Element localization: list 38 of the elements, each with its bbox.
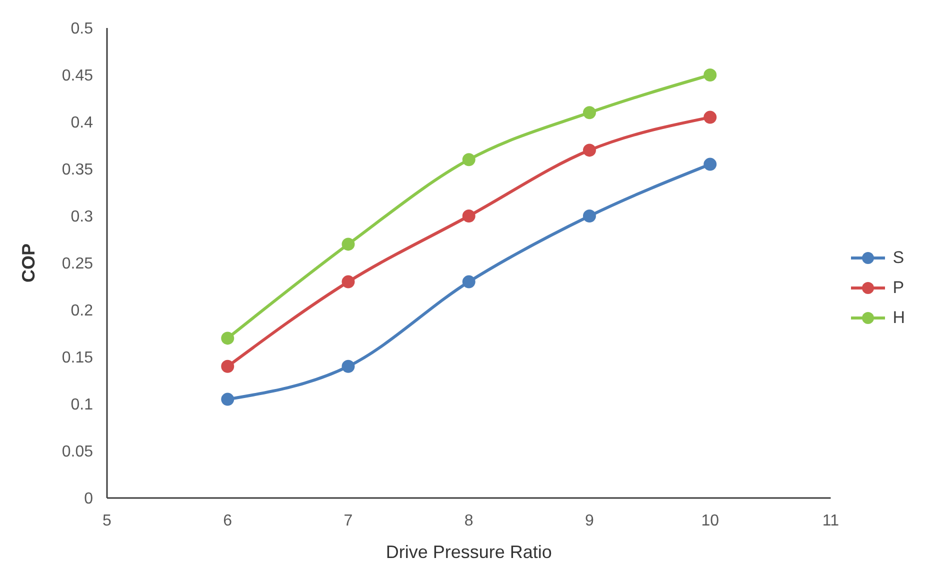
- point: [462, 153, 476, 166]
- x-tick-label: 5: [102, 512, 112, 530]
- point: [704, 68, 717, 82]
- y-tick-label: 0.25: [62, 256, 94, 273]
- x-tick-label: 11: [822, 512, 840, 530]
- y-tick-label: 0.45: [62, 68, 94, 85]
- y-tick-label: 0.5: [70, 20, 94, 38]
- y-tick-label: 0.35: [62, 162, 94, 179]
- point: [221, 332, 234, 345]
- y-tick-label: 0.15: [62, 350, 94, 367]
- x-tick-label: 6: [223, 512, 232, 530]
- point: [582, 106, 596, 120]
- point: [582, 210, 596, 222]
- point: [342, 275, 355, 288]
- point: [342, 360, 355, 373]
- y-tick-label: 0.1: [70, 396, 94, 414]
- point: [342, 238, 355, 251]
- legend-label: S: [892, 248, 904, 268]
- y-tick-label: 0.4: [70, 114, 94, 132]
- y-axis-title: COP: [18, 243, 38, 283]
- point: [221, 360, 234, 373]
- point: [582, 144, 596, 157]
- point: [221, 392, 234, 406]
- point: [704, 158, 717, 171]
- x-tick-label: 10: [701, 512, 720, 530]
- y-tick-label: 0: [84, 490, 94, 508]
- point: [704, 110, 717, 124]
- x-tick-label: 8: [464, 512, 474, 530]
- legend-label: P: [892, 278, 904, 298]
- point: [462, 210, 476, 222]
- y-tick-label: 0.3: [70, 208, 94, 226]
- x-tick-label: 9: [585, 512, 594, 530]
- x-tick-label: 7: [344, 512, 353, 530]
- legend-label: H: [892, 308, 905, 328]
- y-tick-label: 0.05: [62, 444, 94, 461]
- x-axis-title: Drive Pressure Ratio: [386, 542, 552, 562]
- y-tick-label: 0.2: [70, 302, 94, 320]
- point: [462, 275, 476, 288]
